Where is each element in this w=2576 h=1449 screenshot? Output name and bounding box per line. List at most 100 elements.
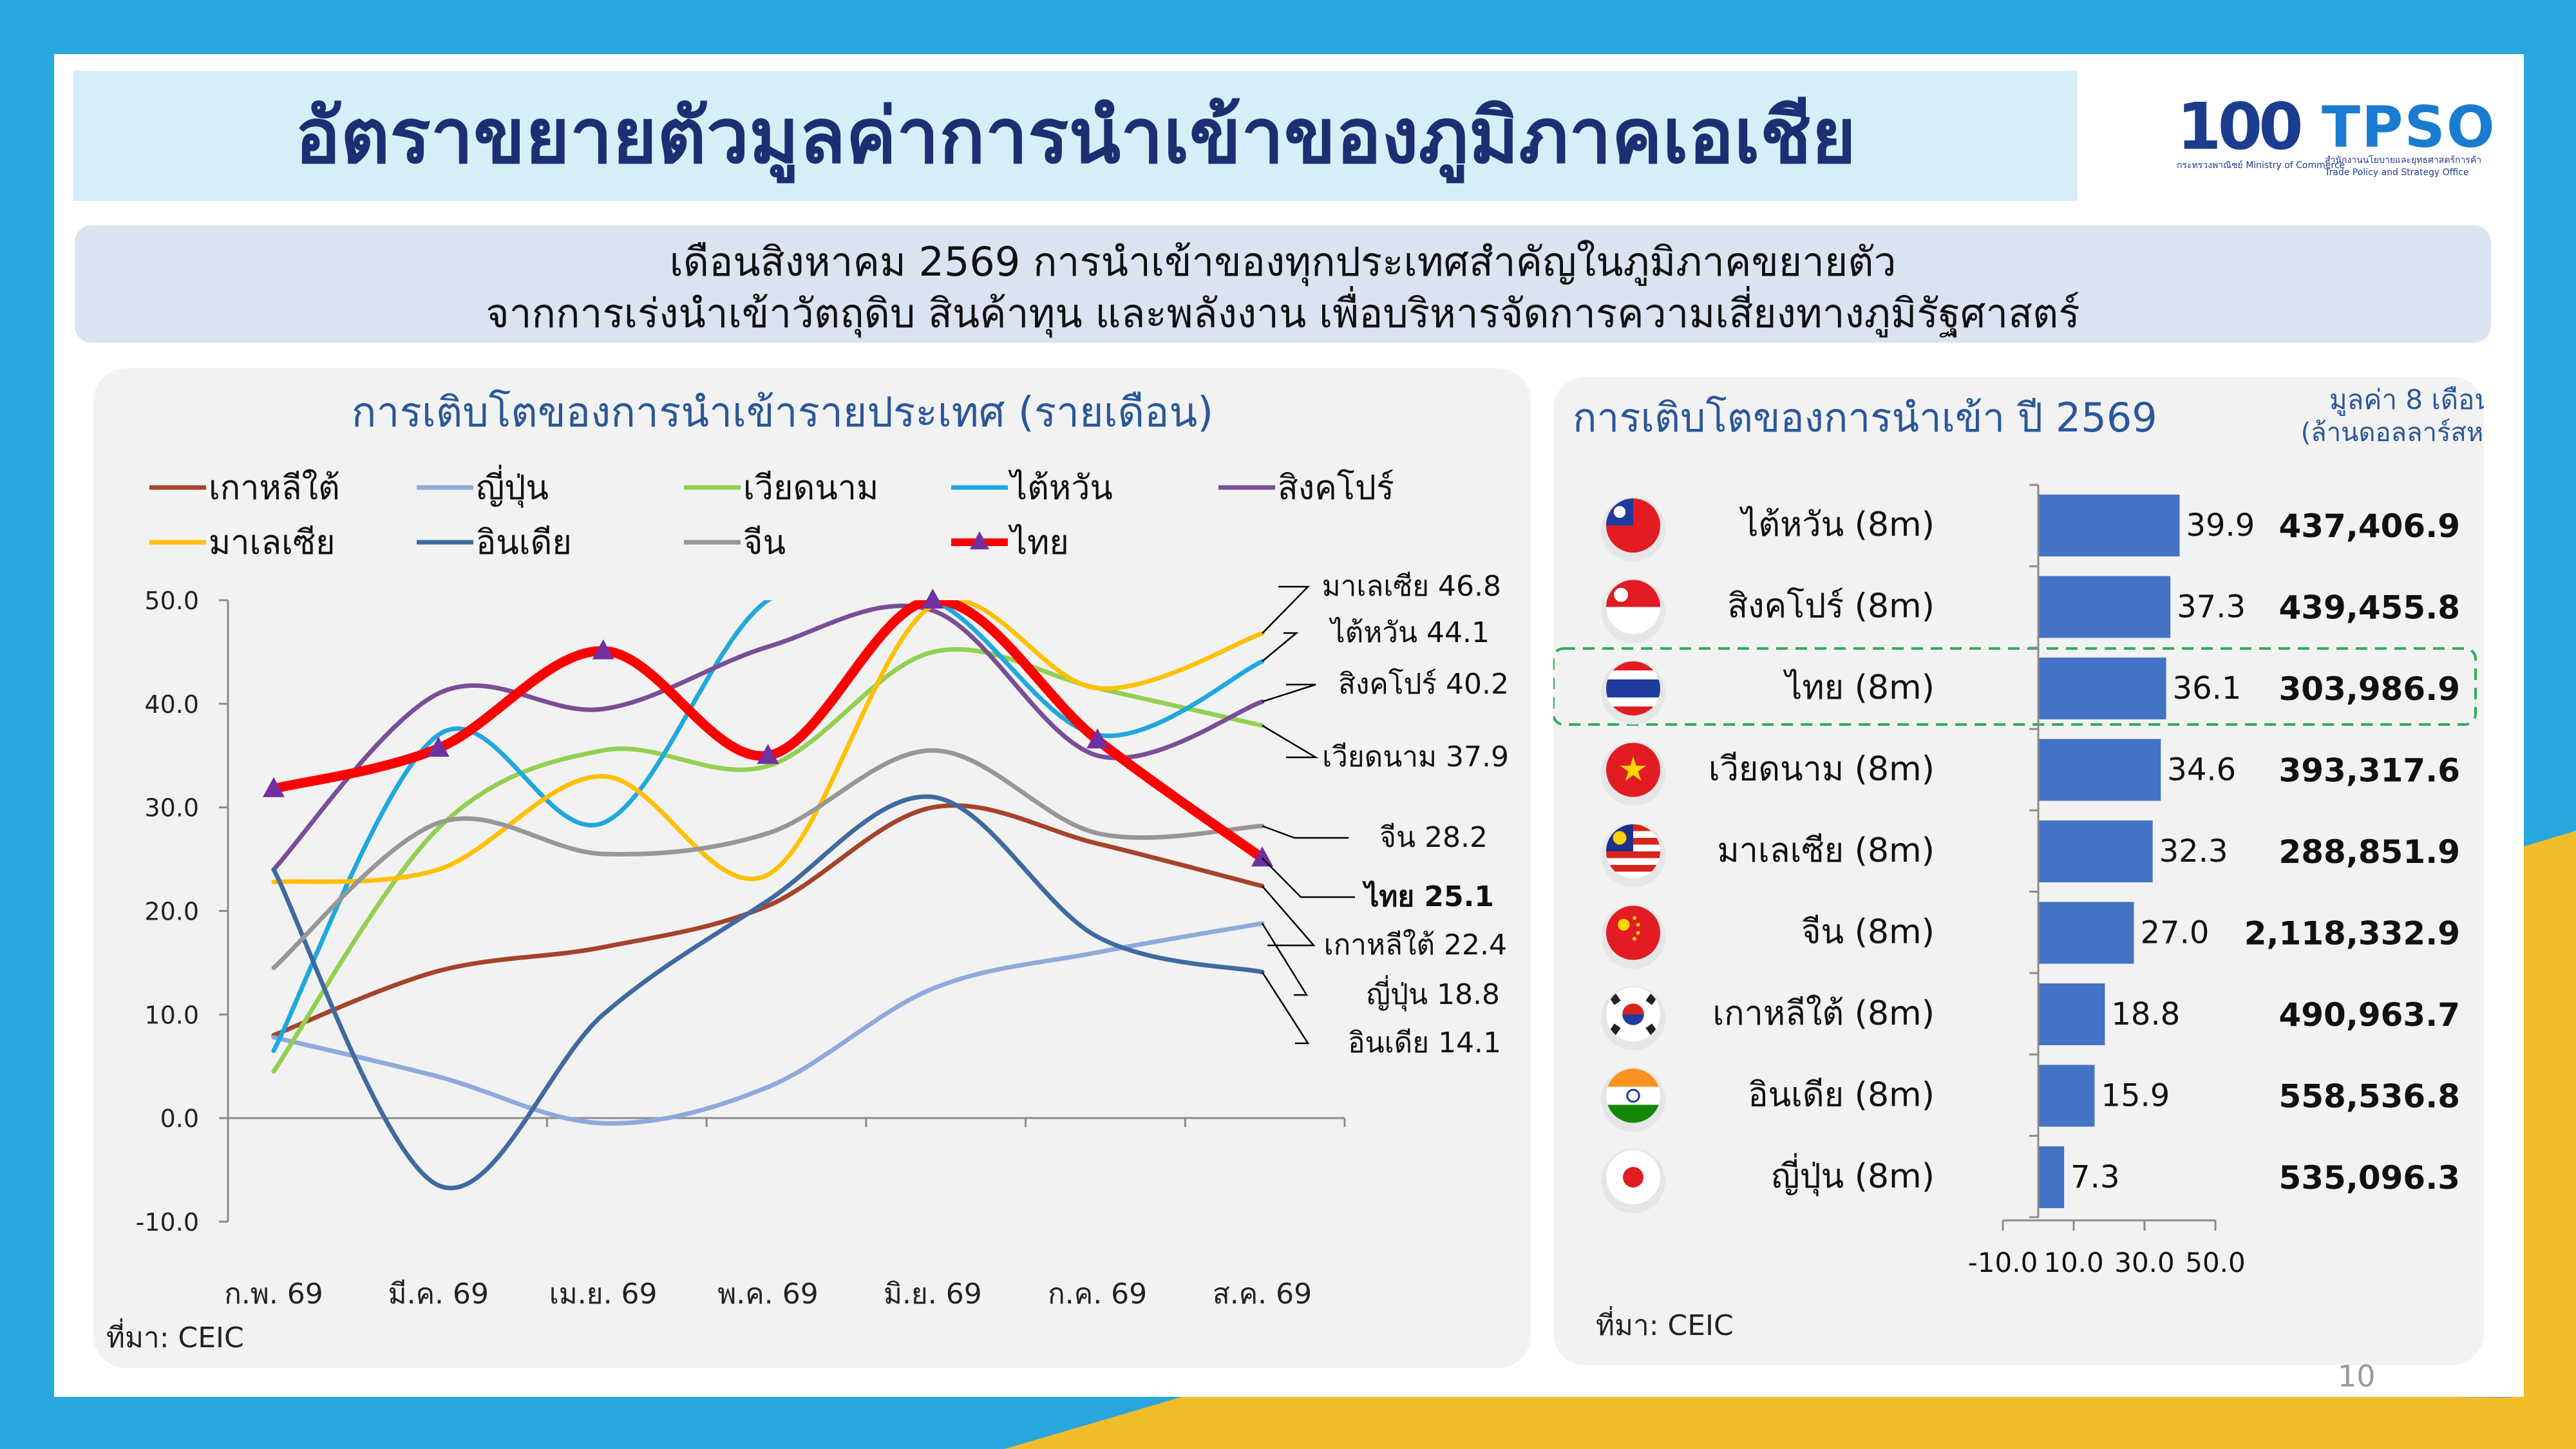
bar-category-label: ญี่ปุ่น (8m) [1771, 1153, 1935, 1197]
thai-point-marker [1251, 846, 1273, 867]
thai-point-marker [427, 736, 450, 757]
series-line-6 [271, 794, 1265, 1191]
bar [2038, 576, 2171, 638]
tpso-logo: TPSO [2322, 94, 2496, 160]
y-tick-label: 10.0 [144, 1001, 199, 1029]
bar-row: ไทย (8m) 36.1 303,986.9 [1601, 658, 2460, 724]
bar [2038, 1065, 2095, 1127]
page-number: 10 [2338, 1359, 2376, 1394]
line-chart-end-labels: เกาหลีใต้ 22.4 ญี่ปุ่น 18.8 เวียดนาม 37.9 ไ… [1261, 570, 1509, 1059]
end-label: อินเดีย 14.1 [1348, 1027, 1501, 1059]
y-tick-label: 30.0 [144, 794, 199, 822]
legend-label: อินเดีย [476, 524, 572, 562]
line-chart-panel: การเติบโตของการนำเข้ารายประเทศ (รายเดือน… [93, 368, 1531, 1368]
bar-category-label: สิงคโปร์ (8m) [1727, 587, 1935, 626]
bar-category-label: มาเลเซีย (8m) [1718, 831, 1935, 870]
series-line-5 [271, 600, 1265, 884]
thai-point-marker [263, 777, 285, 797]
bar-value-label: 15.9 [2101, 1078, 2170, 1114]
bar-row: เกาหลีใต้ (8m) 18.8 490,963.7 [1601, 983, 2460, 1050]
bar-category-label: ไทย (8m) [1783, 668, 1935, 707]
series-line-1 [271, 921, 1265, 1126]
thai-point-marker [922, 589, 944, 609]
bar-category-label: จีน (8m) [1801, 913, 1935, 952]
vietnam-flag-icon [1606, 743, 1660, 797]
title-bar: อัตราขยายตัวมูลค่าการนำเข้าของภูมิภาคเอเ… [73, 71, 2078, 201]
end-label: เวียดนาม 37.9 [1322, 741, 1509, 773]
line-chart-axes: 50.0 40.0 30.0 20.0 10.0 0.0 -10.0 ก.พ. 69 มี.ค.… [136, 587, 1346, 1311]
bar-value-label: 32.3 [2159, 833, 2228, 869]
bar [2038, 902, 2134, 964]
bar-chart-axis: -10.0 10.0 30.0 50.0 [1968, 484, 2246, 1278]
bar [2038, 1146, 2065, 1208]
series-line-2 [271, 647, 1265, 1074]
line-chart-legend: เกาหลีใต้ ญี่ปุ่น เวียดนาม ไต้หวัน สิงคโปร์ม… [149, 464, 1394, 562]
series-line-8 [269, 600, 1267, 863]
bar-value-label: 39.9 [2186, 507, 2255, 544]
end-label-leader [1262, 585, 1310, 634]
taiwan-flag-icon [1606, 498, 1660, 553]
legend-label: ไต้หวัน [1008, 469, 1113, 507]
line-chart: การเติบโตของการนำเข้ารายประเทศ (รายเดือน… [106, 389, 1509, 1354]
bar-value-label: 37.3 [2177, 589, 2246, 625]
end-label: ไทย 25.1 [1362, 880, 1494, 913]
bar-row: จีน (8m) 27.0 2,118,332.9 [1601, 902, 2460, 969]
end-label-leader [1261, 923, 1309, 996]
series-line-0 [271, 803, 1265, 1037]
y-tick-label: -10.0 [136, 1208, 199, 1236]
singapore-flag-icon [1606, 580, 1660, 634]
malaysia-flag-icon [1606, 824, 1660, 878]
legend-marker [970, 531, 989, 549]
end-label-leader [1262, 825, 1349, 839]
bar-row: ไต้หวัน (8m) 39.9 437,406.9 [1601, 495, 2460, 562]
bar-row: ญี่ปุ่น (8m) 7.3 535,096.3 [1601, 1146, 2460, 1213]
bar [2038, 739, 2161, 801]
bar-row: อินเดีย (8m) 15.9 558,536.8 [1601, 1065, 2460, 1132]
bar-value-tick-label: -10.0 [1968, 1247, 2038, 1278]
bar [2038, 983, 2105, 1045]
bar [2038, 658, 2166, 719]
import-value: 303,986.9 [2278, 670, 2460, 708]
end-label: จีน 28.2 [1379, 821, 1488, 854]
bar-chart-rows: ไต้หวัน (8m) 39.9 437,406.9 สิงคโปร์ (8m) 37… [1601, 495, 2460, 1213]
x-tick-label: ส.ค. 69 [1213, 1278, 1312, 1311]
logo-area: 100 TPSO กระทรวงพาณิชย์ Ministry of Comm… [2177, 89, 2495, 185]
thai-highlight-box [1552, 647, 2477, 726]
end-label: ญี่ปุ่น 18.8 [1367, 974, 1500, 1012]
bar-value-label: 7.3 [2070, 1159, 2119, 1195]
bar [2038, 495, 2180, 556]
bar-chart: การเติบโตของการนำเข้า ปี 2569 มูลค่า 8 เ… [1552, 384, 2521, 1342]
x-tick-label: ก.ค. 69 [1048, 1278, 1147, 1311]
line-chart-title: การเติบโตของการนำเข้ารายประเทศ (รายเดือน… [352, 389, 1213, 437]
end-label-leader [1261, 971, 1310, 1045]
summary-line-2: จากการเร่งนำเข้าวัตถุดิบ สินค้าทุน และพล… [486, 290, 2080, 337]
bar-row: เวียดนาม (8m) 34.6 393,317.6 [1601, 739, 2460, 806]
line-chart-source: ที่มา: CEIC [106, 1318, 244, 1354]
bar [2038, 820, 2153, 882]
x-tick-label: มี.ค. 69 [388, 1278, 489, 1311]
import-value: 2,118,332.9 [2244, 915, 2460, 952]
thai-point-marker [592, 639, 614, 659]
thai-point-marker [1086, 728, 1109, 749]
legend-label: สิงคโปร์ [1278, 469, 1394, 507]
bar-category-label: เกาหลีใต้ (8m) [1712, 994, 1935, 1033]
x-tick-label: มิ.ย. 69 [884, 1278, 982, 1311]
page-title: อัตราขยายตัวมูลค่าการนำเข้าของภูมิภาคเอเ… [294, 91, 1857, 180]
value-header-line-1: มูลค่า 8 เดือน [2329, 384, 2484, 416]
bar-value-label: 18.8 [2111, 996, 2180, 1032]
bar-row: สิงคโปร์ (8m) 37.3 439,455.8 [1601, 576, 2460, 643]
bar-row: มาเลเซีย (8m) 32.3 288,851.9 [1601, 820, 2460, 887]
ministry-logo: 100 [2177, 89, 2304, 164]
india-flag-icon [1606, 1068, 1660, 1123]
legend-label: เวียดนาม [743, 469, 878, 507]
end-label: สิงคโปร์ 40.2 [1338, 668, 1509, 701]
legend-label: มาเลเซีย [209, 524, 336, 562]
import-value: 439,455.8 [2278, 589, 2460, 627]
bar-chart-title: การเติบโตของการนำเข้า ปี 2569 [1573, 394, 2157, 441]
end-label-leader [1262, 857, 1355, 898]
x-tick-label: เม.ย. 69 [549, 1278, 658, 1311]
y-tick-label: 0.0 [160, 1104, 199, 1133]
bar-category-label: เวียดนาม (8m) [1709, 750, 1935, 789]
import-value: 288,851.9 [2278, 833, 2460, 871]
y-tick-label: 20.0 [144, 898, 199, 926]
